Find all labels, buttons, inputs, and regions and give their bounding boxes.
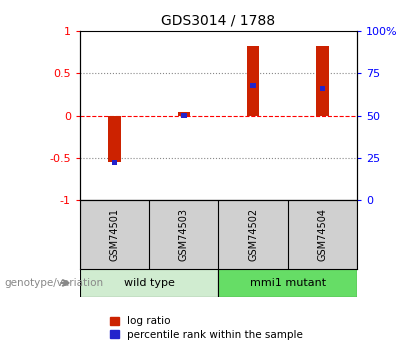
Text: GSM74503: GSM74503 <box>179 208 189 261</box>
Text: wild type: wild type <box>123 278 175 288</box>
Bar <box>320 86 325 91</box>
Text: genotype/variation: genotype/variation <box>4 278 103 288</box>
Text: GSM74501: GSM74501 <box>110 208 119 261</box>
Bar <box>247 46 259 116</box>
Bar <box>112 160 117 166</box>
Bar <box>218 269 357 297</box>
Title: GDS3014 / 1788: GDS3014 / 1788 <box>161 13 276 27</box>
Text: GSM74504: GSM74504 <box>318 208 327 261</box>
Text: GSM74502: GSM74502 <box>248 208 258 261</box>
Bar <box>181 113 186 118</box>
Text: mmi1 mutant: mmi1 mutant <box>249 278 326 288</box>
Bar <box>316 46 328 116</box>
Bar <box>250 82 256 88</box>
Bar <box>178 112 190 116</box>
Legend: log ratio, percentile rank within the sample: log ratio, percentile rank within the sa… <box>106 312 307 344</box>
Bar <box>108 116 121 162</box>
Bar <box>80 269 218 297</box>
